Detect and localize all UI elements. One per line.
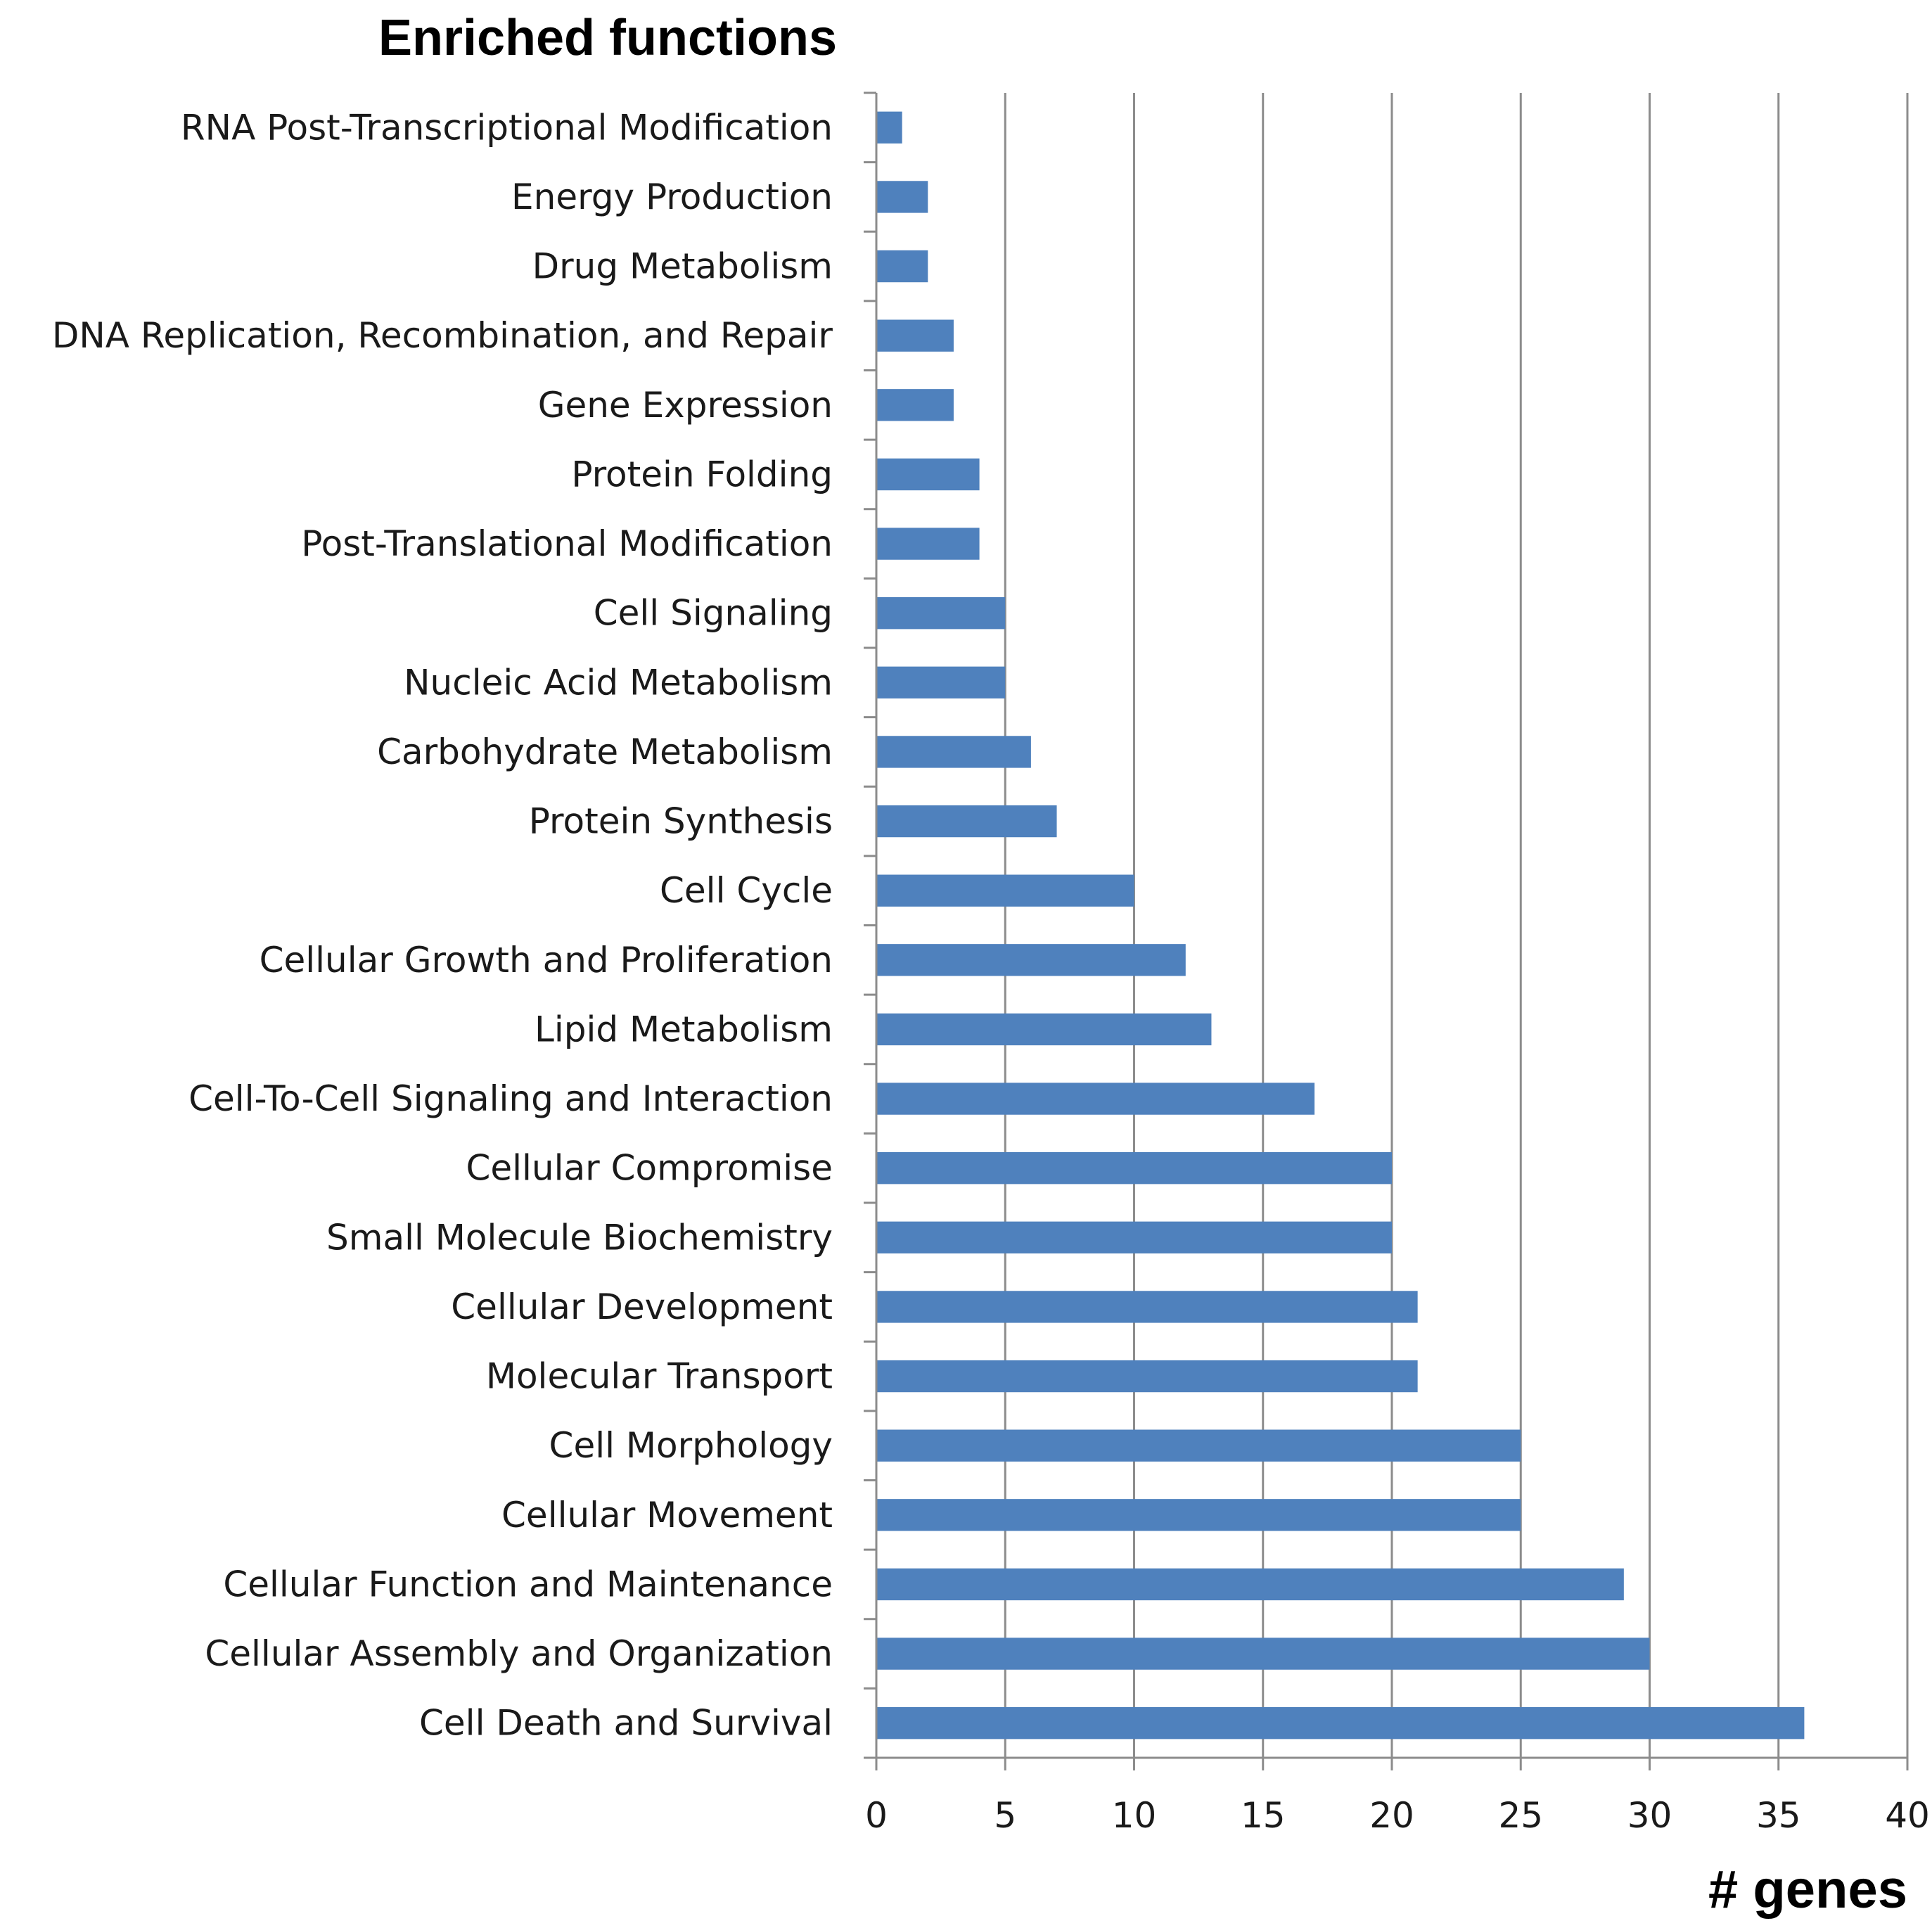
bar — [876, 181, 928, 213]
category-label: Nucleic Acid Metabolism — [404, 662, 833, 703]
x-tick-label: 20 — [1369, 1795, 1414, 1836]
gridlines — [1004, 93, 1909, 1758]
x-axis-title: # genes — [1708, 1860, 1907, 1920]
tick-labels: 0 5 10 15 20 25 30 35 40 — [865, 1795, 1930, 1836]
category-label: Carbohydrate Metabolism — [377, 732, 833, 772]
bar — [876, 1221, 1392, 1253]
bar — [876, 1291, 1418, 1323]
x-tick-label: 10 — [1112, 1795, 1157, 1836]
category-label: Cell Cycle — [660, 870, 833, 911]
bar — [876, 1707, 1805, 1739]
category-label: Cellular Growth and Proliferation — [260, 940, 833, 981]
bar — [876, 874, 1134, 907]
axes — [864, 91, 1909, 1770]
category-label: Lipid Metabolism — [535, 1009, 833, 1049]
x-tick-label: 25 — [1498, 1795, 1543, 1836]
category-label: Cell Death and Survival — [419, 1703, 833, 1744]
category-label: RNA Post-Transcriptional Modification — [181, 107, 833, 148]
bar — [876, 944, 1186, 976]
bar — [876, 666, 1006, 698]
category-label: Cell Morphology — [549, 1425, 833, 1466]
bar — [876, 1013, 1212, 1046]
category-label: Gene Expression — [538, 385, 833, 426]
bar — [876, 805, 1057, 838]
bar — [876, 319, 954, 352]
category-label: Energy Production — [511, 177, 833, 217]
x-tick-label: 40 — [1885, 1795, 1930, 1836]
category-label: Cellular Function and Maintenance — [223, 1564, 833, 1604]
category-label: Cell-To-Cell Signaling and Interaction — [188, 1078, 833, 1119]
category-labels: RNA Post-Transcriptional Modification Ene… — [52, 107, 833, 1743]
bar — [876, 1637, 1650, 1670]
x-tick-label: 30 — [1627, 1795, 1672, 1836]
bar — [876, 1083, 1315, 1115]
category-label: Drug Metabolism — [532, 246, 833, 287]
category-label: Protein Folding — [571, 454, 833, 494]
category-label: Cellular Compromise — [466, 1148, 833, 1189]
bar — [876, 250, 928, 283]
bar — [876, 458, 980, 491]
bar — [876, 1429, 1521, 1462]
bar — [876, 389, 954, 421]
chart-title: Enriched functions — [378, 10, 837, 66]
category-label: Cellular Development — [451, 1287, 833, 1327]
category-label: Cellular Assembly and Organization — [205, 1633, 833, 1674]
category-label: Post-Translational Modification — [301, 523, 833, 564]
x-tick-label: 35 — [1756, 1795, 1801, 1836]
category-label: Small Molecule Biochemistry — [326, 1217, 833, 1258]
category-label: DNA Replication, Recombination, and Repa… — [52, 315, 833, 356]
bar — [876, 597, 1006, 630]
bar — [876, 1152, 1392, 1185]
category-label: Molecular Transport — [486, 1356, 833, 1397]
bar — [876, 1499, 1521, 1531]
bars — [876, 111, 1805, 1739]
x-tick-label: 0 — [865, 1795, 888, 1836]
x-tick-label: 5 — [994, 1795, 1016, 1836]
x-tick-label: 15 — [1241, 1795, 1286, 1836]
bar — [876, 736, 1031, 768]
category-label: Protein Synthesis — [529, 801, 833, 842]
bar — [876, 528, 980, 560]
bar — [876, 1568, 1624, 1601]
category-label: Cell Signaling — [594, 593, 833, 634]
category-label: Cellular Movement — [501, 1495, 833, 1536]
bar — [876, 111, 902, 143]
bar — [876, 1360, 1418, 1393]
